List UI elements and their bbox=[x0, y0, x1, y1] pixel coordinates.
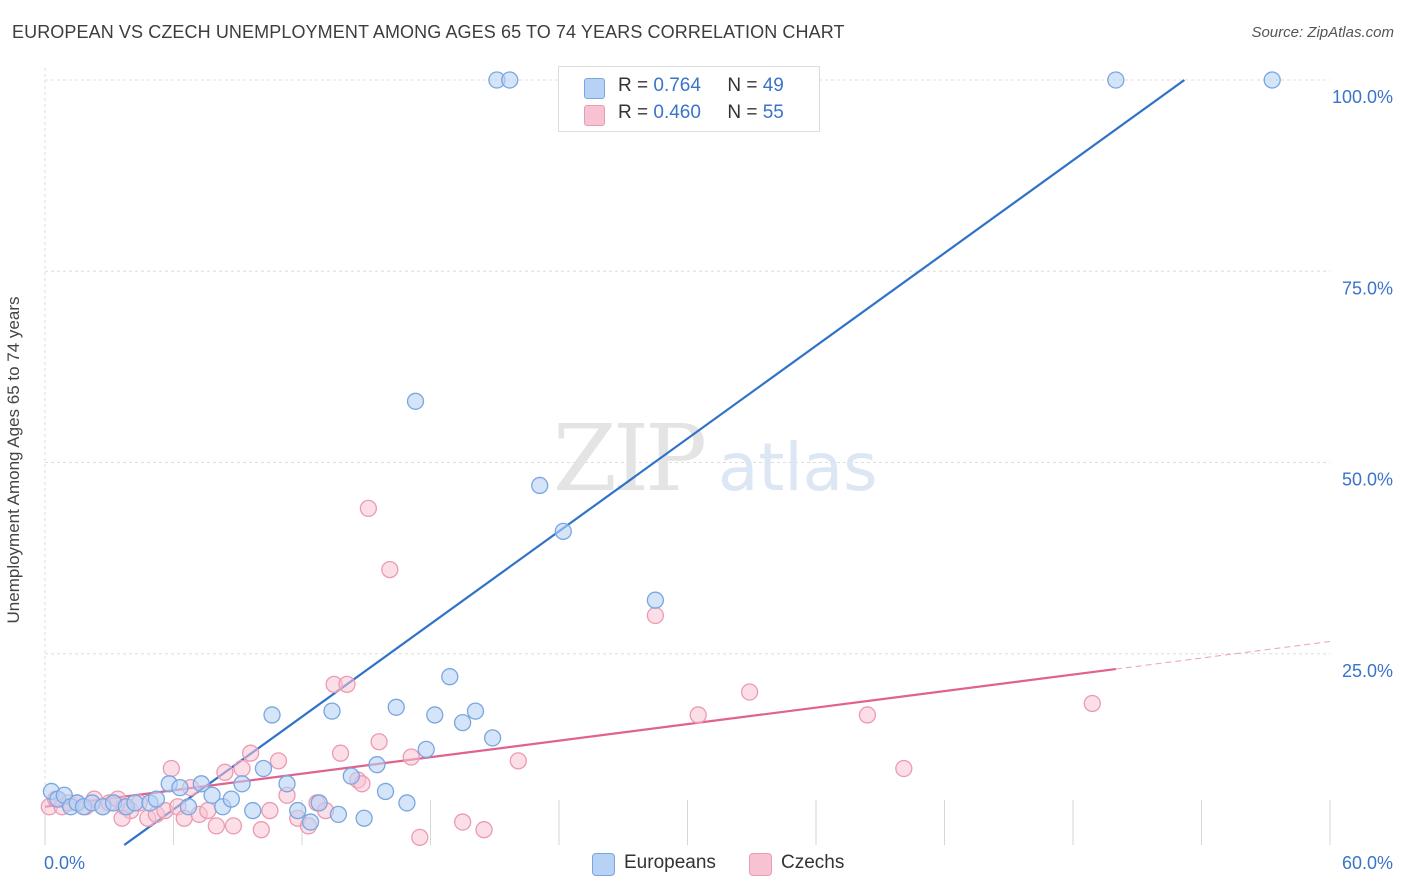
european-point bbox=[310, 794, 328, 812]
legend-text-europeans: R = 0.764 N = 49 bbox=[618, 75, 784, 97]
european-point bbox=[192, 775, 210, 793]
czech-point bbox=[858, 706, 877, 724]
europeans-trend-line bbox=[123, 79, 1186, 846]
european-point bbox=[1107, 71, 1125, 89]
czech-point bbox=[509, 752, 527, 770]
legend-label-europeans: Europeans bbox=[624, 852, 716, 873]
czech-point bbox=[216, 763, 234, 781]
european-point bbox=[531, 476, 549, 495]
x-tick-label: 60.0% bbox=[1342, 853, 1393, 873]
czech-point bbox=[646, 606, 665, 625]
axis-ticks: 25.0% 50.0% 75.0% 100.0% 0.0% 60.0% bbox=[44, 87, 1393, 873]
chart-title: EUROPEAN VS CZECH UNEMPLOYMENT AMONG AGE… bbox=[12, 22, 845, 42]
european-point bbox=[323, 702, 341, 720]
europeans-points bbox=[42, 71, 1281, 831]
legend-n-label: N = bbox=[727, 102, 763, 123]
czech-point bbox=[233, 759, 251, 778]
legend-label-czechs: Czechs bbox=[781, 852, 845, 873]
european-point bbox=[417, 740, 435, 759]
european-point bbox=[426, 706, 444, 724]
european-point bbox=[329, 805, 348, 824]
european-point bbox=[263, 706, 281, 724]
czech-point bbox=[475, 821, 493, 839]
czechs-trend-line bbox=[44, 667, 1116, 808]
european-point bbox=[171, 778, 189, 797]
european-point bbox=[179, 798, 198, 816]
czech-point bbox=[359, 499, 378, 518]
czech-point bbox=[331, 744, 350, 762]
y-tick-label: 75.0% bbox=[1342, 278, 1393, 298]
legend-n-value: 55 bbox=[762, 102, 784, 123]
european-point bbox=[376, 782, 395, 801]
czechs-trend-extension bbox=[1115, 641, 1331, 670]
watermark: ZIP atlas bbox=[553, 405, 878, 512]
czech-point bbox=[241, 744, 260, 762]
czech-point bbox=[402, 748, 420, 766]
european-point bbox=[278, 775, 296, 793]
legend-r-value: 0.764 bbox=[653, 75, 701, 96]
czech-point bbox=[338, 675, 356, 693]
y-tick-label: 25.0% bbox=[1342, 661, 1393, 681]
european-point bbox=[233, 775, 251, 793]
czech-point bbox=[269, 752, 288, 770]
watermark-zip: ZIP bbox=[553, 405, 704, 512]
czech-point bbox=[252, 821, 270, 839]
czech-point bbox=[411, 828, 429, 846]
czech-point bbox=[261, 801, 279, 820]
european-point bbox=[368, 756, 386, 774]
european-point bbox=[441, 668, 459, 686]
european-point bbox=[254, 759, 273, 778]
european-point bbox=[398, 794, 416, 812]
european-point bbox=[203, 786, 221, 804]
czech-point bbox=[162, 759, 181, 778]
legend-r-value: 0.460 bbox=[653, 102, 701, 123]
european-point bbox=[466, 702, 485, 720]
czech-point bbox=[199, 801, 217, 820]
european-point bbox=[342, 767, 360, 785]
european-point bbox=[222, 790, 240, 808]
legend-text-czechs: R = 0.460 N = 55 bbox=[618, 102, 784, 124]
legend-n-label: N = bbox=[727, 75, 763, 96]
european-point bbox=[554, 522, 572, 540]
czech-point bbox=[207, 817, 225, 835]
european-point bbox=[126, 794, 144, 812]
european-point bbox=[501, 71, 519, 89]
czech-point bbox=[895, 759, 913, 778]
czech-point bbox=[370, 733, 388, 751]
trend-lines bbox=[44, 79, 1331, 846]
czech-point bbox=[1083, 694, 1101, 713]
y-tick-label: 50.0% bbox=[1342, 470, 1393, 490]
legend-n-value: 49 bbox=[762, 75, 784, 96]
czech-point bbox=[689, 706, 707, 724]
legend-marker-czechs bbox=[749, 853, 772, 876]
european-point bbox=[147, 790, 166, 808]
european-point bbox=[387, 698, 405, 716]
european-point bbox=[406, 392, 425, 410]
czech-point bbox=[740, 683, 759, 701]
european-point bbox=[453, 713, 472, 732]
watermark-atlas: atlas bbox=[718, 429, 878, 506]
european-point bbox=[289, 801, 307, 820]
czech-point bbox=[453, 813, 472, 831]
legend-swatch-europeans bbox=[584, 78, 605, 99]
european-point bbox=[244, 801, 262, 820]
legend-r-label: R = bbox=[618, 102, 654, 123]
european-point bbox=[1263, 71, 1281, 89]
legend-r-label: R = bbox=[618, 75, 654, 96]
x-tick-label: 0.0% bbox=[44, 853, 85, 873]
european-point bbox=[355, 809, 373, 827]
correlation-legend: R = 0.764 N = 49 R = 0.460 N = 55 bbox=[558, 66, 820, 132]
czechs-points bbox=[40, 499, 1101, 846]
european-point bbox=[483, 729, 502, 747]
legend-swatch-czechs bbox=[584, 105, 605, 126]
european-point bbox=[301, 813, 320, 831]
source-label: Source: ZipAtlas.com bbox=[1251, 24, 1394, 41]
czech-point bbox=[224, 817, 243, 835]
legend-marker-europeans bbox=[592, 853, 615, 876]
czech-point bbox=[381, 560, 399, 579]
european-point bbox=[646, 591, 665, 609]
y-tick-label: 100.0% bbox=[1332, 87, 1393, 107]
